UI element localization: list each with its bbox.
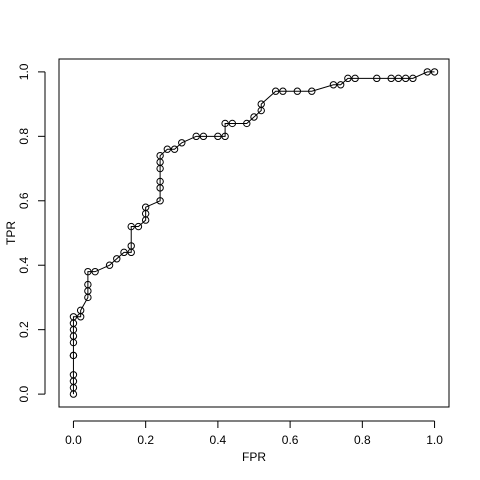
- point: [221, 132, 229, 141]
- point: [401, 74, 410, 83]
- roc-line: [72, 71, 435, 395]
- point: [91, 267, 99, 276]
- point: [387, 74, 395, 83]
- point: [308, 87, 316, 95]
- point: [293, 87, 302, 95]
- y-tick-label: 0.6: [17, 192, 31, 209]
- point: [105, 261, 114, 269]
- point: [279, 87, 287, 95]
- point: [214, 132, 222, 141]
- x-tick-label: 0.6: [282, 433, 299, 447]
- x-tick-label: 0.2: [137, 433, 154, 447]
- point: [156, 197, 164, 205]
- y-tick-label: 0.2: [17, 321, 31, 338]
- point: [120, 248, 128, 257]
- point: [243, 119, 251, 128]
- point: [69, 371, 78, 379]
- x-tick-label: 0.4: [210, 433, 227, 447]
- point: [257, 100, 265, 108]
- point: [84, 280, 92, 289]
- plot-frame: [58, 58, 450, 408]
- point: [351, 74, 359, 83]
- y-tick-label: 1.0: [17, 63, 31, 80]
- x-axis-label: FPR: [242, 450, 266, 464]
- point: [394, 74, 403, 83]
- x-tick-label: 0.0: [65, 433, 82, 447]
- point: [409, 74, 417, 83]
- point: [336, 81, 345, 89]
- point: [127, 242, 135, 250]
- point: [127, 222, 135, 231]
- point: [271, 87, 280, 95]
- y-tick-label: 0.8: [17, 128, 31, 145]
- point: [329, 81, 338, 89]
- point: [113, 255, 121, 263]
- y-axis-label: TPR: [4, 221, 18, 245]
- point: [141, 203, 150, 211]
- point: [170, 145, 179, 153]
- point: [69, 351, 78, 360]
- point: [228, 119, 237, 128]
- y-tick-label: 0.0: [17, 385, 31, 402]
- x-tick-label: 1.0: [426, 433, 443, 447]
- point: [221, 119, 229, 128]
- point: [373, 74, 381, 83]
- point: [156, 151, 164, 160]
- point: [84, 267, 92, 276]
- point: [156, 177, 164, 186]
- point: [76, 306, 85, 315]
- point: [423, 68, 432, 76]
- point: [250, 113, 258, 121]
- point: [430, 68, 439, 76]
- point: [199, 132, 208, 141]
- y-tick-label: 0.4: [17, 257, 31, 274]
- point: [69, 313, 78, 321]
- point: [178, 139, 186, 147]
- point: [134, 222, 143, 231]
- point: [163, 145, 172, 153]
- point: [192, 132, 200, 141]
- point: [344, 74, 352, 83]
- x-tick-label: 0.8: [354, 433, 371, 447]
